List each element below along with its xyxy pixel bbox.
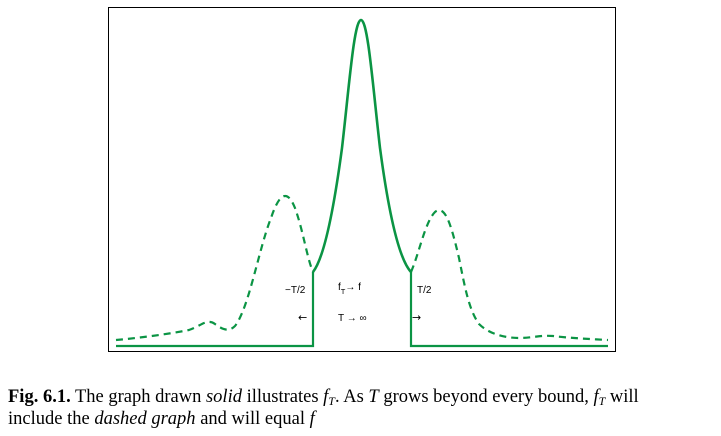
- caption-fT-1: f: [323, 387, 329, 407]
- caption-fT-1-sub: T: [328, 394, 335, 408]
- caption-line-2: include the dashed graph and will equal …: [8, 408, 720, 430]
- function-plot: −T/2 T/2 fT→ f T → ∞ ← →: [115, 18, 609, 348]
- caption-text-3: . As: [334, 387, 369, 407]
- right-arrow-label: →: [412, 311, 421, 324]
- figure-number: Fig. 6.1.: [8, 387, 71, 407]
- right-bound-label: T/2: [417, 285, 432, 296]
- baseline-left: [116, 272, 315, 348]
- limit-T-label: T → ∞: [338, 313, 367, 324]
- caption-dashed-graph: dashed graph: [94, 409, 196, 429]
- caption-T: T: [368, 387, 379, 407]
- caption-text-7: and will equal: [195, 409, 310, 429]
- limit-f-subscript: T: [341, 287, 346, 296]
- baseline-right: [409, 272, 608, 348]
- caption-text-6: include the: [8, 409, 95, 429]
- figure-frame: −T/2 T/2 fT→ f T → ∞ ← →: [108, 7, 616, 352]
- left-arrow-label: ←: [298, 311, 307, 324]
- caption-fT-2-sub: T: [598, 394, 606, 408]
- figure-caption: Fig. 6.1. The graph drawn solid illustra…: [8, 386, 720, 430]
- caption-solid: solid: [205, 387, 242, 407]
- caption-text-2: illustrates: [241, 387, 324, 407]
- caption-fT-2: f: [593, 387, 599, 407]
- caption-text-4: grows beyond every bound,: [378, 387, 594, 407]
- caption-f: f: [309, 409, 315, 429]
- left-bound-label: −T/2: [285, 285, 306, 296]
- caption-text-5: will: [605, 387, 639, 407]
- caption-text-1: The graph drawn: [70, 387, 206, 407]
- limit-f-label: fT→ f: [338, 282, 361, 296]
- dashed-graph-left: [115, 194, 315, 342]
- caption-line-1: Fig. 6.1. The graph drawn solid illustra…: [8, 386, 720, 408]
- solid-graph-center: [311, 18, 413, 273]
- dashed-graph-right: [409, 209, 609, 342]
